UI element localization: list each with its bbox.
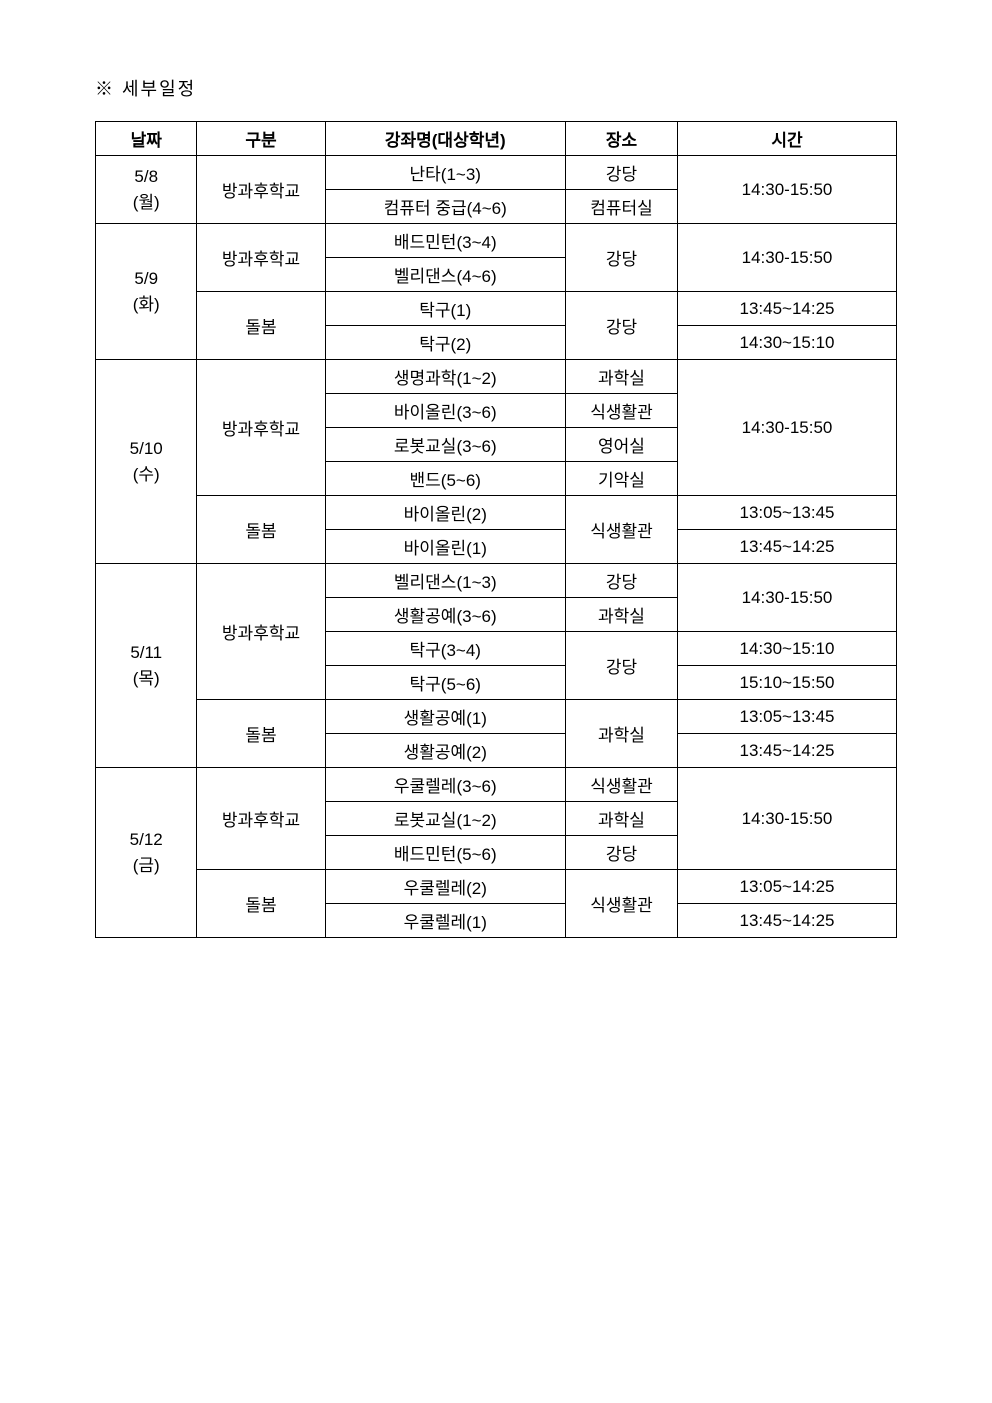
course-cell: 우쿨렐레(3~6) <box>325 768 565 802</box>
course-cell: 컴퓨터 중급(4~6) <box>325 190 565 224</box>
course-cell: 우쿨렐레(1) <box>325 904 565 938</box>
date-cell: 5/9 (화) <box>96 224 197 360</box>
type-cell: 돌봄 <box>197 870 325 938</box>
place-cell: 강당 <box>565 224 677 292</box>
day-value: (월) <box>133 193 160 212</box>
date-cell: 5/11 (목) <box>96 564 197 768</box>
course-cell: 벨리댄스(4~6) <box>325 258 565 292</box>
date-cell: 5/12 (금) <box>96 768 197 938</box>
day-value: (수) <box>133 465 160 484</box>
date-value: 5/12 <box>130 830 163 849</box>
place-cell: 강당 <box>565 632 677 700</box>
course-cell: 배드민턴(3~4) <box>325 224 565 258</box>
course-cell: 바이올린(3~6) <box>325 394 565 428</box>
schedule-table: 날짜 구분 강좌명(대상학년) 장소 시간 5/8 (월) 방과후학교 난타(1… <box>95 121 897 938</box>
day-value: (화) <box>133 295 160 314</box>
place-cell: 강당 <box>565 292 677 360</box>
time-cell: 14:30-15:50 <box>678 224 897 292</box>
table-row: 돌봄 생활공예(1) 과학실 13:05~13:45 <box>96 700 897 734</box>
header-course: 강좌명(대상학년) <box>325 122 565 156</box>
place-cell: 식생활관 <box>565 768 677 802</box>
course-cell: 벨리댄스(1~3) <box>325 564 565 598</box>
type-cell: 돌봄 <box>197 700 325 768</box>
course-cell: 배드민턴(5~6) <box>325 836 565 870</box>
course-cell: 우쿨렐레(2) <box>325 870 565 904</box>
type-cell: 방과후학교 <box>197 224 325 292</box>
date-cell: 5/8 (월) <box>96 156 197 224</box>
table-row: 5/8 (월) 방과후학교 난타(1~3) 강당 14:30-15:50 <box>96 156 897 190</box>
time-cell: 14:30-15:50 <box>678 564 897 632</box>
time-cell: 14:30-15:50 <box>678 768 897 870</box>
date-value: 5/8 <box>134 167 158 186</box>
time-cell: 13:05~13:45 <box>678 700 897 734</box>
place-cell: 기악실 <box>565 462 677 496</box>
type-cell: 방과후학교 <box>197 564 325 700</box>
type-cell: 방과후학교 <box>197 156 325 224</box>
course-cell: 바이올린(1) <box>325 530 565 564</box>
table-row: 5/9 (화) 방과후학교 배드민턴(3~4) 강당 14:30-15:50 <box>96 224 897 258</box>
place-cell: 강당 <box>565 564 677 598</box>
course-cell: 난타(1~3) <box>325 156 565 190</box>
course-cell: 생활공예(1) <box>325 700 565 734</box>
place-cell: 식생활관 <box>565 496 677 564</box>
place-cell: 영어실 <box>565 428 677 462</box>
date-value: 5/9 <box>134 269 158 288</box>
header-place: 장소 <box>565 122 677 156</box>
time-cell: 13:05~14:25 <box>678 870 897 904</box>
course-cell: 로봇교실(3~6) <box>325 428 565 462</box>
place-cell: 강당 <box>565 836 677 870</box>
type-cell: 돌봄 <box>197 292 325 360</box>
table-row: 5/12 (금) 방과후학교 우쿨렐레(3~6) 식생활관 14:30-15:5… <box>96 768 897 802</box>
time-cell: 13:45~14:25 <box>678 734 897 768</box>
place-cell: 컴퓨터실 <box>565 190 677 224</box>
day-value: (금) <box>133 856 160 875</box>
course-cell: 밴드(5~6) <box>325 462 565 496</box>
table-row: 5/11 (목) 방과후학교 벨리댄스(1~3) 강당 14:30-15:50 <box>96 564 897 598</box>
course-cell: 탁구(5~6) <box>325 666 565 700</box>
course-cell: 생활공예(2) <box>325 734 565 768</box>
type-cell: 돌봄 <box>197 496 325 564</box>
place-cell: 강당 <box>565 156 677 190</box>
time-cell: 13:05~13:45 <box>678 496 897 530</box>
header-date: 날짜 <box>96 122 197 156</box>
table-row: 돌봄 바이올린(2) 식생활관 13:05~13:45 <box>96 496 897 530</box>
course-cell: 탁구(2) <box>325 326 565 360</box>
table-header-row: 날짜 구분 강좌명(대상학년) 장소 시간 <box>96 122 897 156</box>
day-value: (목) <box>133 669 160 688</box>
date-value: 5/11 <box>130 643 162 662</box>
place-cell: 식생활관 <box>565 870 677 938</box>
time-cell: 14:30-15:50 <box>678 156 897 224</box>
course-cell: 탁구(3~4) <box>325 632 565 666</box>
time-cell: 14:30~15:10 <box>678 632 897 666</box>
time-cell: 14:30-15:50 <box>678 360 897 496</box>
time-cell: 14:30~15:10 <box>678 326 897 360</box>
place-cell: 과학실 <box>565 360 677 394</box>
time-cell: 15:10~15:50 <box>678 666 897 700</box>
course-cell: 로봇교실(1~2) <box>325 802 565 836</box>
course-cell: 탁구(1) <box>325 292 565 326</box>
course-cell: 생명과학(1~2) <box>325 360 565 394</box>
type-cell: 방과후학교 <box>197 360 325 496</box>
table-row: 5/10 (수) 방과후학교 생명과학(1~2) 과학실 14:30-15:50 <box>96 360 897 394</box>
place-cell: 과학실 <box>565 598 677 632</box>
place-cell: 식생활관 <box>565 394 677 428</box>
time-cell: 13:45~14:25 <box>678 904 897 938</box>
header-time: 시간 <box>678 122 897 156</box>
time-cell: 13:45~14:25 <box>678 530 897 564</box>
table-row: 돌봄 탁구(1) 강당 13:45~14:25 <box>96 292 897 326</box>
place-cell: 과학실 <box>565 700 677 768</box>
page-title: ※ 세부일정 <box>95 75 897 101</box>
date-cell: 5/10 (수) <box>96 360 197 564</box>
time-cell: 13:45~14:25 <box>678 292 897 326</box>
place-cell: 과학실 <box>565 802 677 836</box>
course-cell: 바이올린(2) <box>325 496 565 530</box>
date-value: 5/10 <box>130 439 163 458</box>
course-cell: 생활공예(3~6) <box>325 598 565 632</box>
table-row: 돌봄 우쿨렐레(2) 식생활관 13:05~14:25 <box>96 870 897 904</box>
header-type: 구분 <box>197 122 325 156</box>
type-cell: 방과후학교 <box>197 768 325 870</box>
